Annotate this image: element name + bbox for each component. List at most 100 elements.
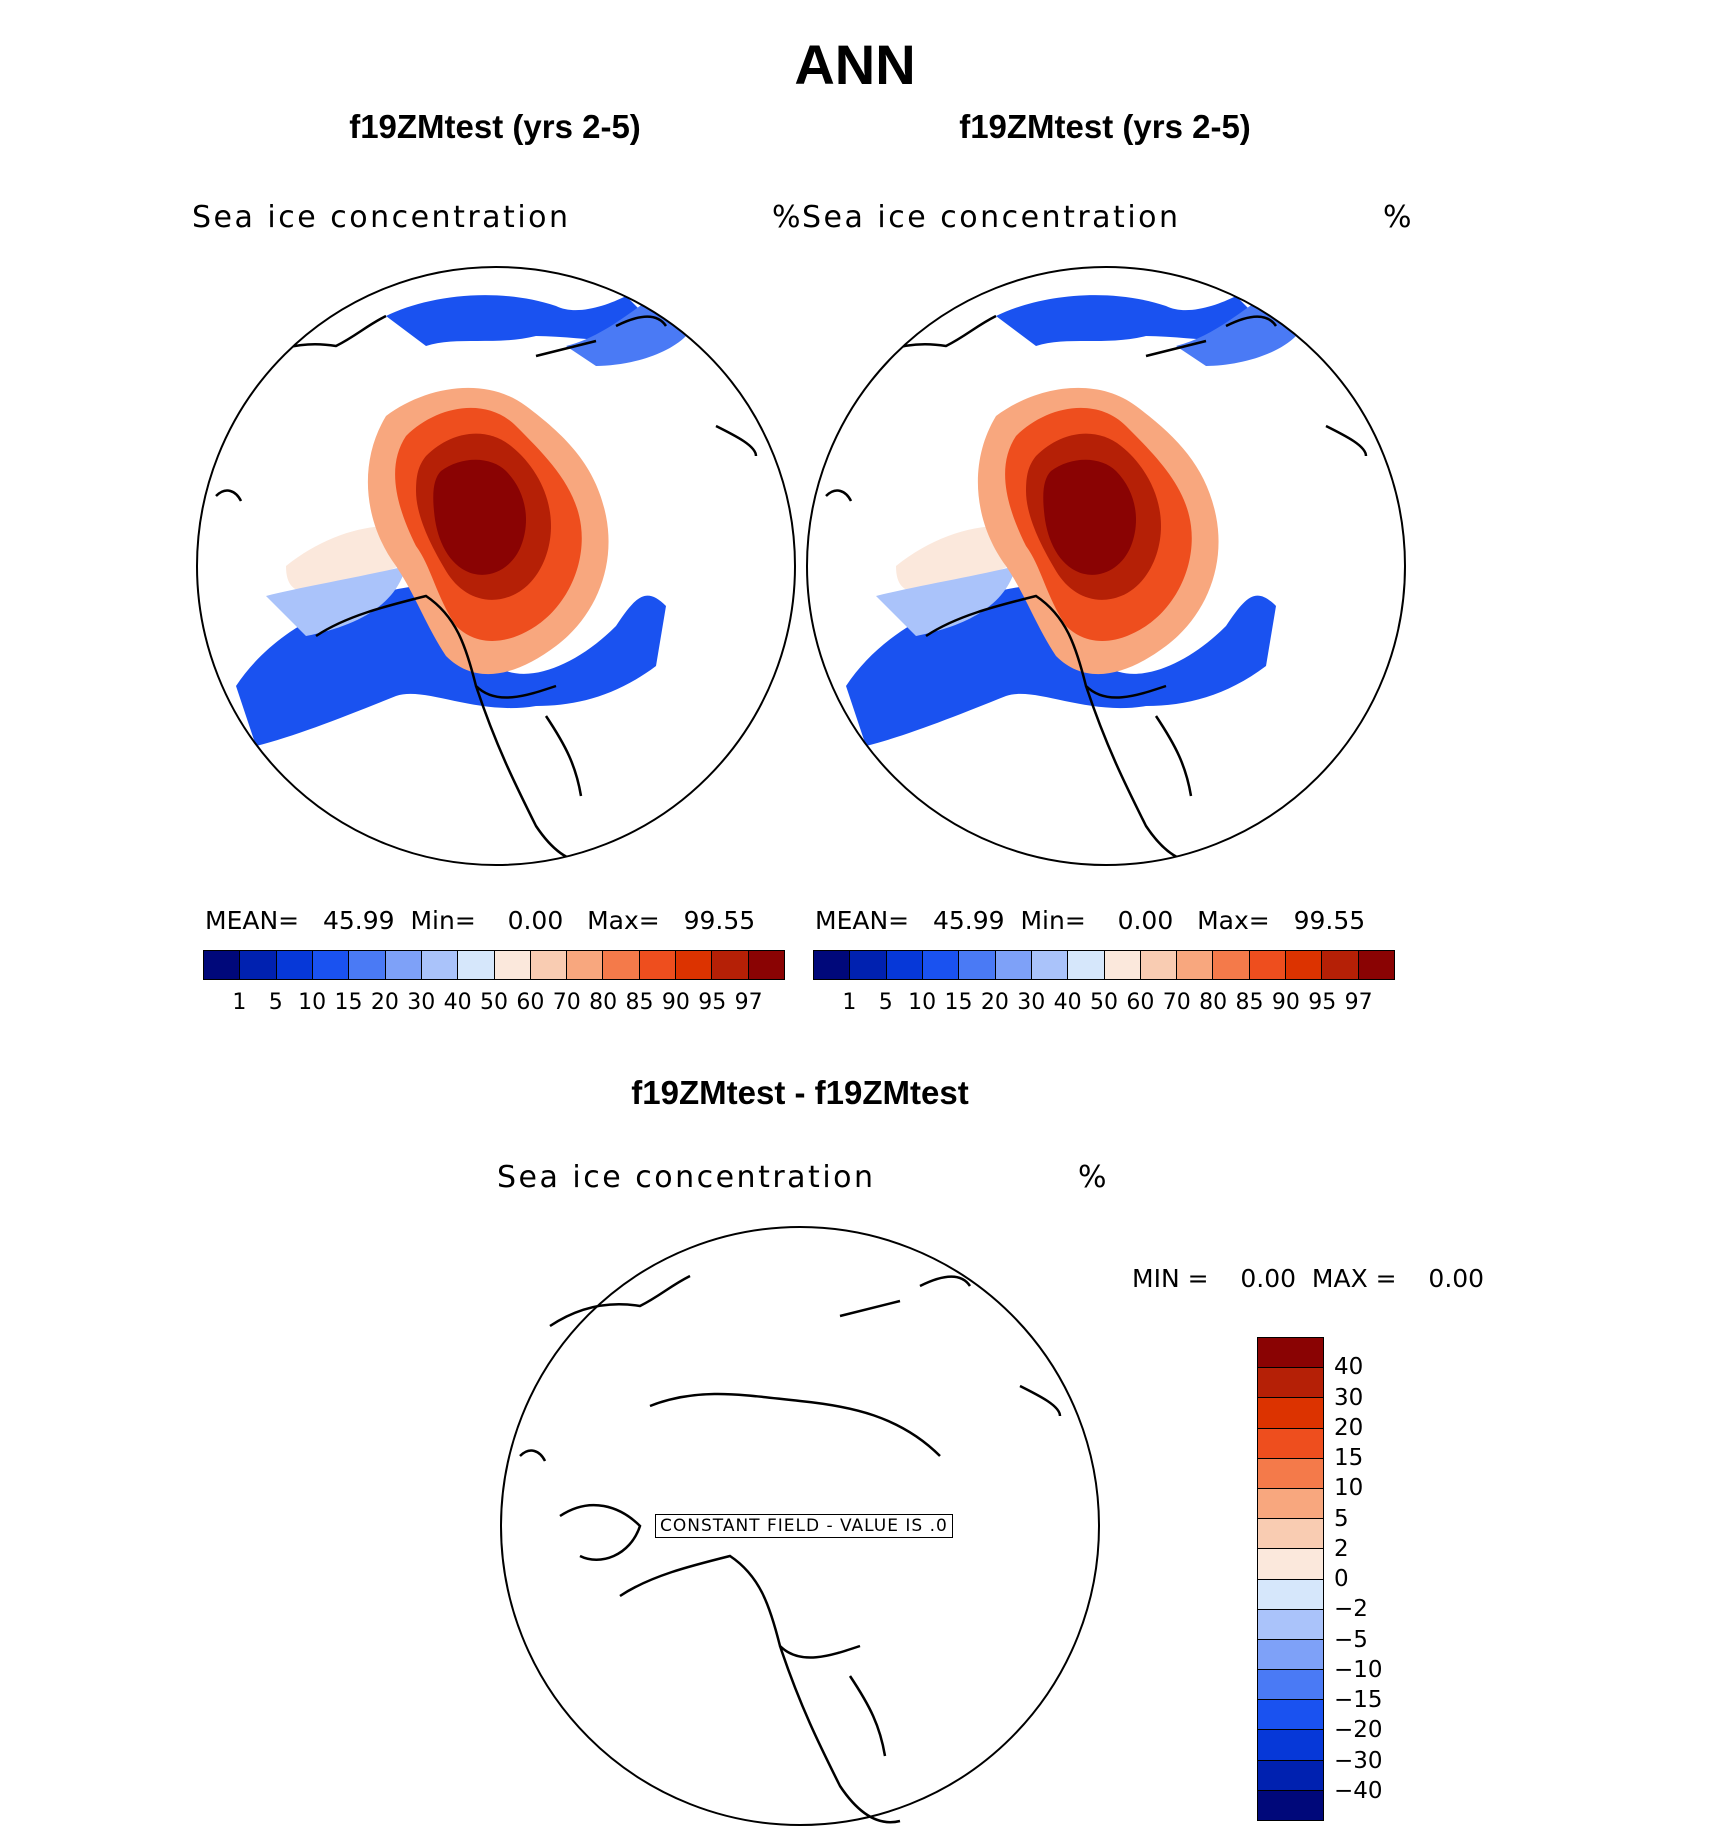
panel-1-colorbar-labels: 1 5 10 15 20 30 40 50 60 70 80 85 90 95 97 <box>203 990 785 1020</box>
colorbar-tick-label: 85 <box>1235 990 1264 1015</box>
colorbar-tick-label: 95 <box>1308 990 1337 1015</box>
colorbar-swatch <box>567 951 604 979</box>
panel-2-colorbar <box>813 950 1395 980</box>
colorbar-swatch <box>1322 951 1359 979</box>
panel-2-variable-label: Sea ice concentration <box>802 200 1181 235</box>
colorbar-tick-label: 80 <box>1199 990 1228 1015</box>
colorbar-swatch <box>639 951 677 979</box>
colorbar-swatch <box>1258 1519 1323 1550</box>
colorbar-tick-label: 95 <box>698 990 727 1015</box>
colorbar-swatch <box>1286 951 1323 979</box>
colorbar-tick-label: 30 <box>1334 1384 1364 1411</box>
colorbar-tick-label: 20 <box>980 990 1009 1015</box>
colorbar-tick-label: −20 <box>1334 1717 1383 1744</box>
panel-2-polar-map <box>806 266 1406 866</box>
colorbar-swatch <box>712 951 749 979</box>
colorbar-tick-label: 15 <box>1334 1445 1364 1471</box>
colorbar-swatch <box>1031 951 1069 979</box>
panel-2-stats: MEAN= 45.99 Min= 0.00 Max= 99.55 <box>815 906 1366 935</box>
colorbar-tick-label: 70 <box>1162 990 1191 1015</box>
colorbar-swatch <box>1258 1368 1323 1399</box>
diff-panel-minmax: MIN = 0.00 MAX = 0.00 <box>1132 1264 1485 1293</box>
colorbar-tick-label: 5 <box>268 990 283 1015</box>
colorbar-swatch <box>1258 1670 1323 1701</box>
colorbar-tick-label: 1 <box>232 990 247 1015</box>
panel-2-title: f19ZMtest (yrs 2-5) <box>959 108 1251 145</box>
colorbar-tick-label: 80 <box>589 990 618 1015</box>
colorbar-swatch <box>1258 1579 1323 1610</box>
ice-fringe-top <box>996 295 1276 346</box>
colorbar-swatch <box>204 951 241 979</box>
colorbar-tick-label: 50 <box>480 990 508 1015</box>
colorbar-swatch <box>1068 951 1105 979</box>
colorbar-tick-label: 5 <box>1334 1505 1349 1532</box>
colorbar-tick-label: 40 <box>1334 1354 1364 1381</box>
colorbar-swatch <box>1258 1549 1323 1580</box>
colorbar-swatch <box>1258 1398 1323 1429</box>
panel-1-title: f19ZMtest (yrs 2-5) <box>349 108 641 145</box>
colorbar-tick-label: 90 <box>661 990 690 1015</box>
colorbar-swatch <box>494 951 531 979</box>
colorbar-swatch <box>1258 1428 1323 1459</box>
diff-panel-variable-label: Sea ice concentration <box>497 1160 876 1195</box>
colorbar-swatch <box>959 951 996 979</box>
colorbar-tick-label: 10 <box>298 990 327 1015</box>
constant-field-note: CONSTANT FIELD - VALUE IS .0 <box>655 1514 953 1538</box>
colorbar-swatch <box>1258 1338 1323 1369</box>
colorbar-swatch <box>922 951 960 979</box>
panel-2-colorbar-labels: 1 5 10 15 20 30 40 50 60 70 80 85 90 95 97 <box>813 990 1395 1020</box>
colorbar-swatch <box>1358 951 1394 979</box>
colorbar-tick-label: 15 <box>334 990 363 1015</box>
colorbar-tick-label: 30 <box>407 990 436 1015</box>
panel-1-stats: MEAN= 45.99 Min= 0.00 Max= 99.55 <box>205 906 756 935</box>
colorbar-tick-label: 50 <box>1090 990 1118 1015</box>
diff-colorbar-labels: 40 30 20 15 10 5 2 0 −2 −5 −10 −15 −20 −30 −40 <box>1334 1337 1414 1821</box>
colorbar-tick-label: 5 <box>878 990 893 1015</box>
panel-1-variable-label: Sea ice concentration <box>192 200 571 235</box>
colorbar-tick-label: −30 <box>1334 1747 1383 1774</box>
colorbar-tick-label: 40 <box>1053 990 1082 1015</box>
colorbar-tick-label: −40 <box>1334 1777 1383 1804</box>
colorbar-tick-label: −10 <box>1334 1656 1383 1683</box>
diff-colorbar <box>1257 1337 1324 1821</box>
diff-panel-polar-map <box>500 1226 1100 1826</box>
colorbar-swatch <box>1140 951 1178 979</box>
ice-light-blue-band <box>266 566 406 636</box>
colorbar-tick-label: 10 <box>1334 1475 1364 1502</box>
pack-ice-core <box>1043 459 1136 575</box>
colorbar-swatch <box>814 951 851 979</box>
ice-fringe-region <box>846 586 1276 746</box>
colorbar-tick-label: 2 <box>1334 1535 1349 1562</box>
colorbar-tick-label: 20 <box>1334 1414 1364 1441</box>
ice-fringe-top <box>386 295 666 346</box>
colorbar-swatch <box>421 951 459 979</box>
colorbar-swatch <box>603 951 640 979</box>
colorbar-swatch <box>312 951 350 979</box>
colorbar-swatch <box>1258 1639 1323 1671</box>
colorbar-swatch <box>1258 1458 1323 1489</box>
colorbar-tick-label: 85 <box>625 990 654 1015</box>
panel-2-unit-label: % <box>1383 200 1415 235</box>
colorbar-swatch <box>748 951 784 979</box>
colorbar-tick-label: 0 <box>1334 1566 1349 1592</box>
colorbar-tick-label: 40 <box>443 990 472 1015</box>
colorbar-tick-label: 70 <box>552 990 581 1015</box>
colorbar-tick-label: −5 <box>1334 1626 1368 1653</box>
colorbar-tick-label: 10 <box>908 990 937 1015</box>
colorbar-tick-label: 15 <box>944 990 973 1015</box>
ice-fringe-region <box>236 586 666 746</box>
colorbar-tick-label: 60 <box>516 990 545 1015</box>
colorbar-tick-label: 97 <box>734 990 763 1015</box>
colorbar-swatch <box>676 951 713 979</box>
colorbar-swatch <box>1258 1700 1323 1731</box>
colorbar-swatch <box>530 951 568 979</box>
colorbar-swatch <box>1104 951 1141 979</box>
colorbar-swatch <box>995 951 1032 979</box>
colorbar-tick-label: 90 <box>1271 990 1300 1015</box>
colorbar-swatch <box>1258 1609 1323 1640</box>
colorbar-swatch <box>1258 1488 1323 1520</box>
colorbar-tick-label: 1 <box>842 990 857 1015</box>
pack-ice-core <box>433 459 526 575</box>
colorbar-swatch <box>886 951 923 979</box>
colorbar-swatch <box>276 951 313 979</box>
